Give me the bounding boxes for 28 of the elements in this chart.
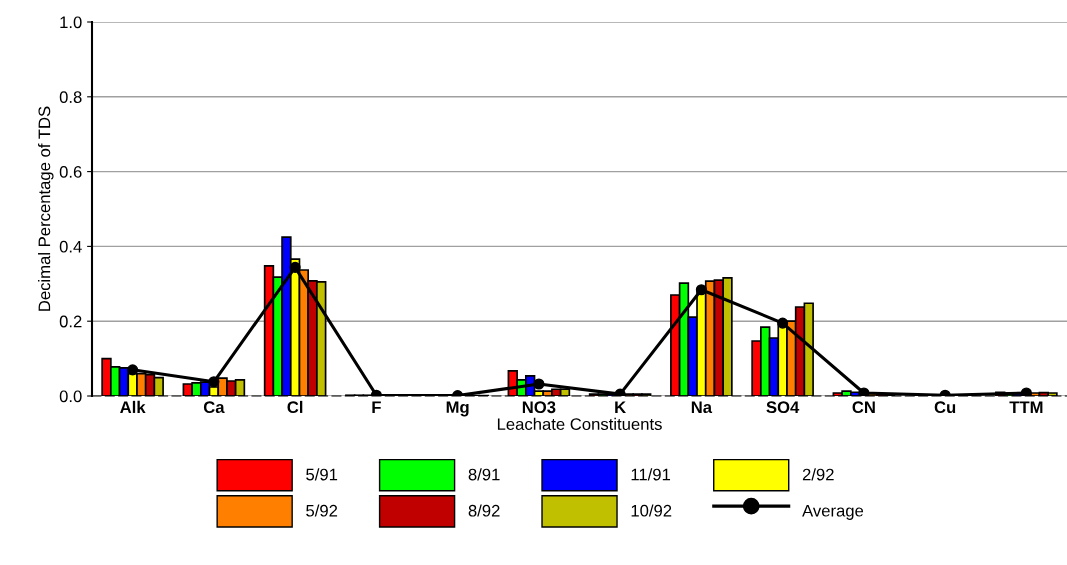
- x-tick-label: SO4: [766, 401, 800, 414]
- x-axis-title: Leachate Constituents: [497, 417, 662, 431]
- legend-label: 11/91: [631, 468, 671, 481]
- y-tick-label: 0.0: [59, 390, 82, 403]
- legend-label: 10/92: [631, 504, 672, 517]
- legend-label: 8/92: [468, 504, 500, 517]
- y-axis-title: Decimal Percentage of TDS: [38, 106, 54, 311]
- y-tick-label: 0.8: [59, 91, 82, 103]
- x-tick-label: K: [615, 401, 626, 413]
- legend-label: Average: [802, 504, 864, 520]
- y-tick-label: 0.2: [59, 315, 82, 328]
- x-tick-label: CN: [852, 401, 875, 414]
- x-tick-label: Mg: [446, 401, 469, 417]
- y-tick-label: 1.0: [60, 16, 82, 29]
- x-tick-label: Na: [691, 401, 713, 414]
- x-tick-label: F: [372, 401, 381, 413]
- legend-label: 5/92: [306, 504, 338, 517]
- x-tick-label: Cl: [287, 400, 303, 414]
- legend-label: 5/91: [306, 468, 338, 481]
- x-tick-label: Alk: [120, 400, 146, 413]
- legend-label: 8/91: [468, 468, 500, 481]
- legend-label: 2/92: [802, 468, 834, 481]
- y-tick-label: 0.4: [59, 240, 82, 253]
- x-tick-label: Cu: [934, 401, 956, 414]
- x-tick-label: TTM: [1009, 401, 1043, 413]
- x-tick-label: NO3: [522, 401, 556, 414]
- y-tick-label: 0.6: [59, 166, 82, 178]
- x-tick-label: Ca: [203, 401, 225, 414]
